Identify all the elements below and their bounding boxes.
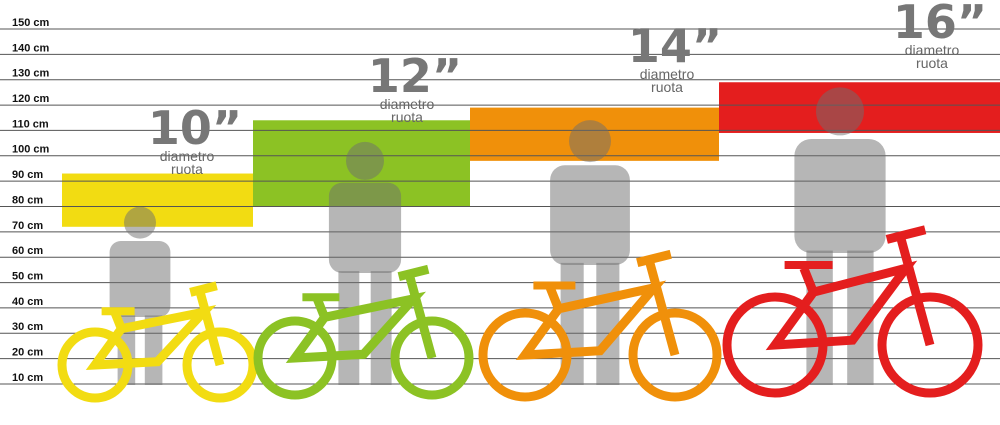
- head: [816, 87, 864, 136]
- caption: ruota: [391, 109, 423, 125]
- caption: diametro: [905, 42, 960, 58]
- frame: [285, 264, 437, 364]
- frame: [765, 225, 935, 351]
- head: [346, 141, 384, 180]
- scale-label: 100 cm: [12, 144, 50, 156]
- scale-label: 60 cm: [12, 245, 43, 257]
- frame: [515, 249, 680, 361]
- scale-label: 20 cm: [12, 347, 43, 359]
- saddle: [101, 307, 135, 316]
- head: [124, 206, 156, 239]
- bicycle: [722, 225, 983, 398]
- caption: ruota: [171, 161, 203, 177]
- scale-label: 150 cm: [12, 17, 50, 29]
- saddle: [533, 281, 576, 290]
- torso: [550, 165, 630, 265]
- frame: [85, 281, 225, 370]
- wheel: [877, 292, 983, 398]
- scale-label: 120 cm: [12, 93, 50, 105]
- caption: diametro: [160, 148, 215, 164]
- scale-label: 140 cm: [12, 42, 50, 54]
- wheel: [628, 308, 722, 402]
- caption: diametro: [640, 66, 695, 82]
- saddle: [784, 261, 833, 269]
- leg: [596, 262, 620, 385]
- torso: [109, 241, 171, 317]
- scale-label: 70 cm: [12, 220, 43, 232]
- bicycle: [253, 264, 474, 400]
- scale-label: 90 cm: [12, 169, 43, 181]
- torso: [328, 182, 402, 273]
- height-band: [62, 173, 253, 227]
- wheel-size: 14”: [628, 19, 722, 73]
- bicycle: [57, 281, 258, 403]
- wheel: [182, 327, 258, 403]
- scale-label: 110 cm: [12, 118, 49, 130]
- scale-label: 10 cm: [12, 372, 43, 384]
- bicycle: [478, 249, 722, 402]
- caption: diametro: [380, 96, 435, 112]
- scale-label: 30 cm: [12, 321, 43, 333]
- scale-label: 40 cm: [12, 296, 43, 308]
- leg: [338, 271, 360, 385]
- wheel-size: 10”: [148, 101, 242, 155]
- scale-label: 80 cm: [12, 194, 43, 206]
- wheel: [390, 316, 474, 400]
- leg: [144, 315, 163, 385]
- head: [569, 120, 611, 163]
- torso: [794, 139, 886, 253]
- scale-label: 130 cm: [12, 68, 50, 80]
- caption: ruota: [916, 55, 948, 71]
- wheel-size: 12”: [368, 49, 462, 103]
- wheel-size: 16”: [893, 0, 987, 49]
- caption: ruota: [651, 79, 683, 95]
- scale-label: 50 cm: [12, 270, 43, 282]
- saddle: [302, 293, 340, 302]
